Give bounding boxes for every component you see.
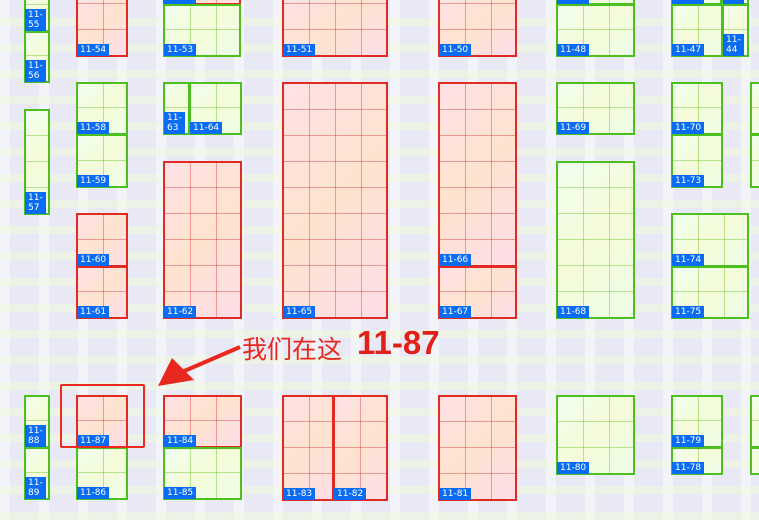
booth-label: 11-62: [164, 306, 197, 318]
booth-11-50[interactable]: 11-50: [438, 0, 517, 57]
annotation-text: 我们在这: [242, 335, 343, 364]
booth-label: 11-54: [77, 44, 110, 56]
booth-11-48[interactable]: 11-48: [556, 4, 635, 57]
booth-11-79[interactable]: 11-79: [671, 395, 723, 448]
booth-label: 11- 45: [723, 0, 744, 4]
booth-11-59[interactable]: 11-59: [76, 134, 128, 188]
booth-label: 11-73: [672, 175, 705, 187]
booth-11-63[interactable]: 11- 63: [163, 82, 190, 135]
booth-label: 11-60: [77, 254, 110, 266]
booth-11-64[interactable]: 11-64: [189, 82, 242, 135]
booth-label: 11- 56: [25, 60, 46, 82]
booth-label: 11-65: [283, 306, 316, 318]
booth-label: 11- 55: [25, 9, 46, 31]
booth-11-86[interactable]: 11-86: [76, 447, 128, 500]
booth-11-81[interactable]: 11-81: [438, 395, 517, 501]
booth-11-84[interactable]: 11-84: [163, 395, 242, 448]
booth-11-47[interactable]: 11-47: [671, 4, 723, 57]
booth-11-65[interactable]: 11-65: [282, 82, 388, 319]
booth-11-80[interactable]: 11-80: [556, 395, 635, 475]
booth-label: 11- 63: [164, 112, 185, 134]
booth-11-62[interactable]: 11-62: [163, 161, 242, 319]
booth-11-82[interactable]: 11-82: [333, 395, 388, 501]
booth-label: 11-59: [77, 175, 110, 187]
booth-label: 11-82: [334, 488, 367, 500]
booth-11-73[interactable]: 11-73: [671, 134, 723, 188]
booth-label: 11-79: [672, 435, 705, 447]
booth-label: 11-81: [439, 488, 472, 500]
booth-11-85[interactable]: 11-85: [163, 447, 242, 500]
booth-11-54[interactable]: 11-54: [76, 0, 128, 57]
booth-label: 11-58: [77, 122, 110, 134]
booth-label: 11-66: [439, 254, 472, 266]
booth-11-53[interactable]: 11-53: [163, 4, 241, 57]
booth-label: 11-86: [77, 487, 110, 499]
booth-label: 11-68: [557, 306, 590, 318]
booth-11-87[interactable]: 11-87: [76, 395, 128, 448]
annotation-booth-code: 11-87: [357, 324, 440, 361]
booth-label: 11-61: [77, 306, 110, 318]
booth-label: 11-48: [557, 44, 590, 56]
booth-11-44[interactable]: 11- 44: [722, 4, 749, 57]
booth-label: 11-46: [672, 0, 705, 4]
booth-11-61[interactable]: 11-61: [76, 266, 128, 319]
current-booth-highlight: [60, 384, 145, 448]
booth-11-51[interactable]: 11-51: [282, 0, 388, 57]
booth-11-56[interactable]: 11- 56: [24, 31, 50, 83]
booth-label: 11-51: [283, 44, 316, 56]
booth-11-89[interactable]: 11- 89: [24, 447, 50, 500]
booth-11-68[interactable]: 11-68: [556, 161, 635, 319]
booth-label: 11-64: [190, 122, 223, 134]
booth-label: 11-80: [557, 462, 590, 474]
booth-label: 11-75: [672, 306, 705, 318]
booth-11-78[interactable]: 11-78: [671, 447, 723, 475]
booth-partial[interactable]: [750, 447, 759, 475]
booth-label: 11-53: [164, 44, 197, 56]
booth-label: 11-87: [77, 435, 110, 447]
booth-label: 11- 88: [25, 425, 46, 447]
booth-11-57[interactable]: 11- 57: [24, 109, 50, 215]
booth-label: 11-52: [164, 0, 197, 4]
booth-11-69[interactable]: 11-69: [556, 82, 635, 135]
booth-label: 11-85: [164, 487, 197, 499]
booth-label: 11-69: [557, 122, 590, 134]
booth-label: 11-67: [439, 306, 472, 318]
booth-label: 11-47: [672, 44, 705, 56]
booth-label: 11- 89: [25, 477, 46, 499]
booth-label: 11-49: [557, 0, 590, 4]
booth-label: 11-83: [283, 488, 316, 500]
booth-label: 11- 57: [25, 192, 46, 214]
booth-11-60[interactable]: 11-60: [76, 213, 128, 267]
booth-label: 11-78: [672, 462, 705, 474]
booth-label: 11-50: [439, 44, 472, 56]
booth-11-75[interactable]: 11-75: [671, 266, 749, 319]
booth-label: 11- 44: [723, 34, 744, 56]
booth-label: 11-74: [672, 254, 705, 266]
booth-partial[interactable]: [750, 134, 759, 188]
booth-11-67[interactable]: 11-67: [438, 266, 517, 319]
booth-11-58[interactable]: 11-58: [76, 82, 128, 135]
booth-label: 11-70: [672, 122, 705, 134]
booth-label: 11-84: [164, 435, 197, 447]
